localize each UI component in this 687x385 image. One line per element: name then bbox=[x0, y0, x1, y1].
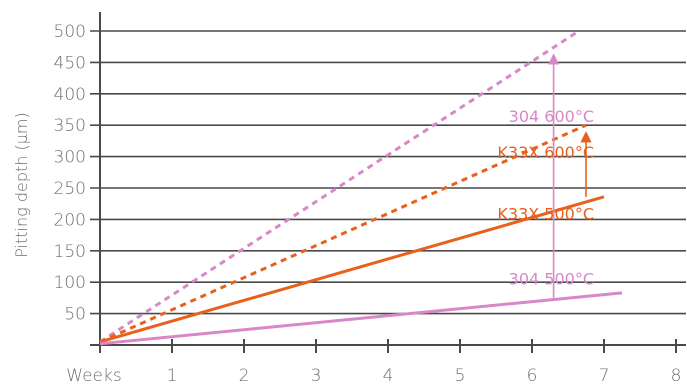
y-tick-label-250: 250 bbox=[54, 179, 86, 199]
label-layer: 304 600°C K33X 600°C K33X 500°C 304 500°C bbox=[497, 107, 594, 289]
axes-layer: 50 100 150 200 250 300 350 400 450 500 1 2 3 4 5 6 7 8 bbox=[54, 12, 686, 385]
y-tick-label-400: 400 bbox=[54, 85, 86, 105]
x-tick-label-8: 8 bbox=[671, 366, 682, 385]
y-tick-label-350: 350 bbox=[54, 116, 86, 136]
y-tick-label-200: 200 bbox=[54, 210, 86, 230]
annotation-layer bbox=[547, 53, 592, 298]
y-tick-label-100: 100 bbox=[54, 273, 86, 293]
series-line-k33x-500-c bbox=[99, 195, 605, 344]
y-tick-label-300: 300 bbox=[54, 148, 86, 168]
x-tick-label-1: 1 bbox=[167, 366, 178, 385]
x-tick-label-6: 6 bbox=[527, 366, 538, 385]
series-label-304-500-c: 304 500°C bbox=[509, 269, 594, 288]
series-line-304-600-c bbox=[99, 29, 580, 344]
y-tick-label-500: 500 bbox=[54, 22, 86, 42]
series-layer bbox=[99, 29, 623, 346]
series-label-k33x-600-c: K33X 600°C bbox=[497, 143, 594, 162]
y-axis-title: Pitting depth (µm) bbox=[12, 112, 31, 257]
series-line-304-500-c bbox=[99, 291, 623, 346]
series-label-304-600-c: 304 600°C bbox=[509, 107, 594, 126]
x-tick-label-3: 3 bbox=[311, 366, 322, 385]
x-tick-label-7: 7 bbox=[599, 366, 610, 385]
y-tick-label-450: 450 bbox=[54, 53, 86, 73]
x-tick-label-2: 2 bbox=[239, 366, 250, 385]
x-tick-label-4: 4 bbox=[383, 366, 394, 385]
series-line-k33x-600-c bbox=[99, 123, 587, 344]
x-axis-title: Weeks bbox=[66, 366, 121, 385]
y-tick-label-50: 50 bbox=[64, 305, 86, 325]
grid-layer bbox=[90, 30, 686, 315]
y-tick-label-150: 150 bbox=[54, 242, 86, 262]
series-label-k33x-500-c: K33X 500°C bbox=[497, 205, 594, 224]
x-tick-label-5: 5 bbox=[455, 366, 466, 385]
